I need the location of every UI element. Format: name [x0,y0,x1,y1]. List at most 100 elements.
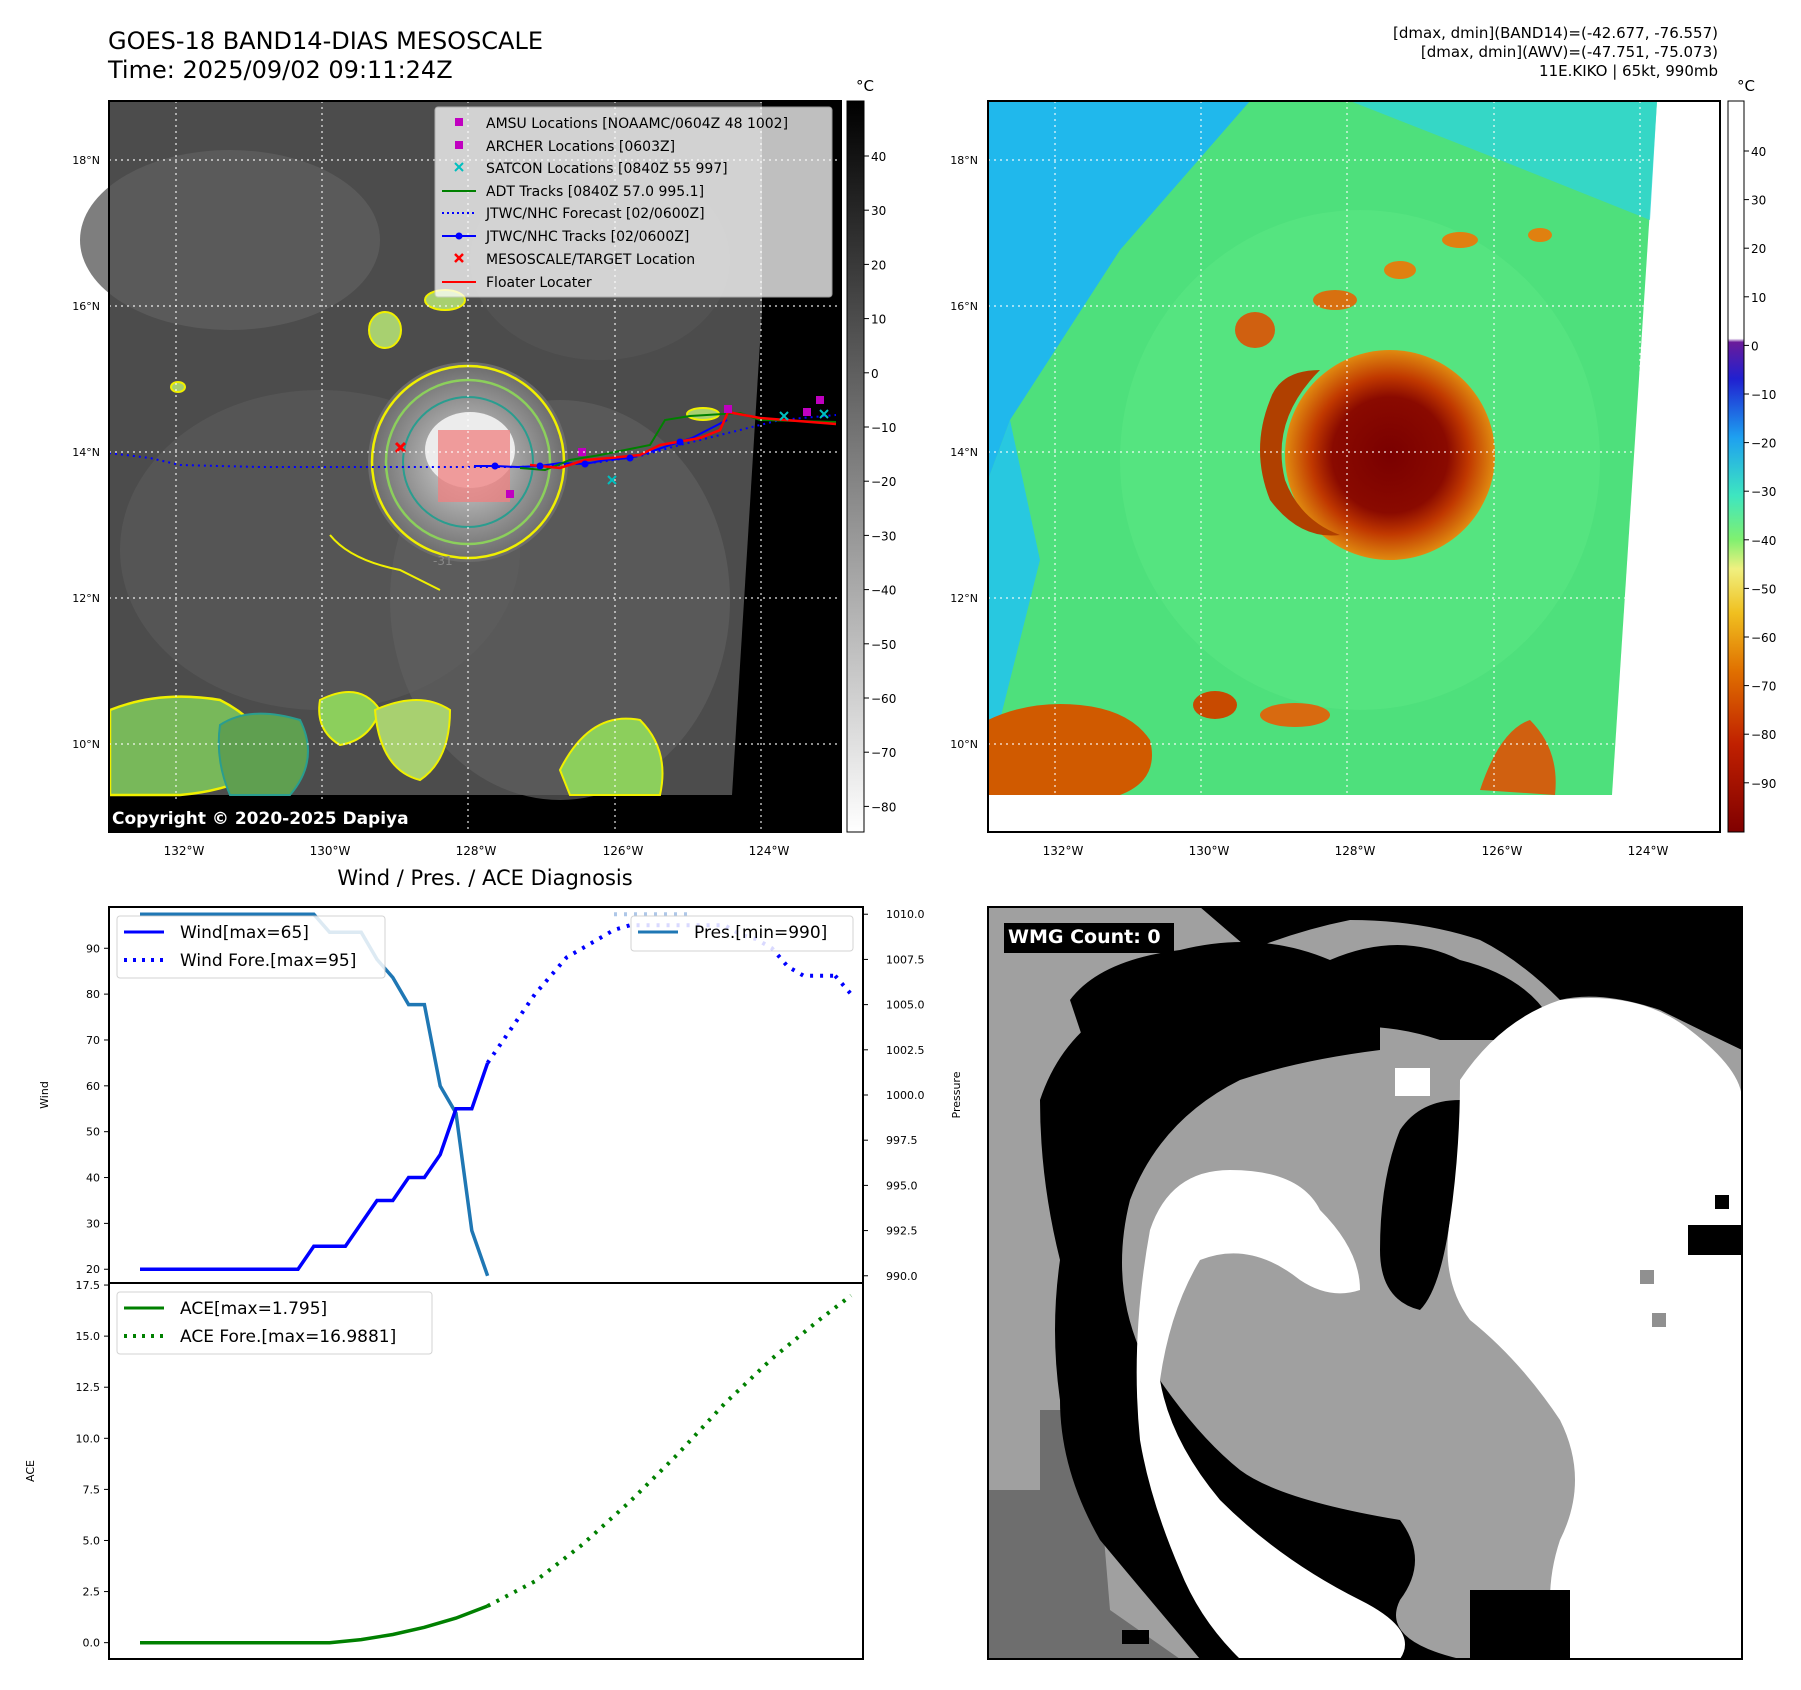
color-colorbar-gradient [1727,100,1745,833]
pressure-tick-label: 995.0 [886,1179,918,1192]
wmg-panel: WMG Count: 0 [987,906,1743,1660]
wmg-count-box [1004,923,1174,953]
legend-satcon: SATCON Locations [0840Z 55 997] [486,161,728,177]
ace-tick-label: 15.0 [76,1330,101,1343]
colorbar-tick-label: −40 [1751,534,1776,548]
map1-lat-labels: 18°N 16°N 14°N 12°N 10°N [72,154,100,751]
wmg-black-cell [1470,1590,1570,1659]
gray-colorbar: 40 30 20 10 0 −10 −20 −30 −40 −50 −60 −70 −80 [846,100,896,833]
satcon-markers [607,409,829,485]
wind-axis-label: Wind [38,1081,51,1109]
wind-tick-label: 40 [86,1172,100,1185]
convective-cell [1313,290,1357,310]
wmg-black-cell [1380,1100,1464,1310]
ace-tick-label: 17.5 [76,1279,101,1292]
ace-y-ticks: 0.0 2.5 5.0 7.5 10.0 12.5 15.0 17.5 [76,1279,109,1650]
lon-label: 132°W [164,844,205,858]
pressure-tick-label: 1002.5 [886,1044,925,1057]
gray-colorbar-ticks: 40 30 20 10 0 −10 −20 −30 −40 −50 −60 −70 −80 [864,150,896,814]
wind-forecast-line [833,974,853,996]
copyright-text: Copyright © 2020-2025 Dapiya [112,809,409,829]
convective-cell [1260,703,1330,727]
wind-legend-box [116,915,386,979]
legend-target: MESOSCALE/TARGET Location [486,252,695,268]
convective-cells [373,699,452,782]
pressure-tick-label: 997.5 [886,1134,918,1147]
wind-pressure-chart: 20 30 40 50 60 70 80 90 1010.0 1007.5 1005.0 1002.… [38,906,963,1284]
colorbar-tick-label: −80 [871,800,896,814]
map2-gridlines [988,101,1720,832]
wmg-white-region [1447,998,1742,1659]
legend-amsu: AMSU Locations [NOAAMC/0604Z 48 1002] [486,116,788,132]
ace-tick-label: 12.5 [76,1381,101,1394]
awv-dry-region [988,420,1040,730]
ace-series [140,1293,853,1645]
wmg-gray-cell [1640,1270,1654,1284]
figure-title: GOES-18 BAND14-DIAS MESOSCALE [108,27,544,55]
lat-label: 16°N [950,300,978,313]
ace-fore-legend-label: ACE Fore.[max=16.9881] [180,1327,396,1347]
wind-legend-label: Wind[max=65] [180,923,309,943]
storm-spiral-band [329,534,441,591]
lat-label: 14°N [950,446,978,459]
legend-forecast: JTWC/NHC Forecast [02/0600Z] [485,206,705,222]
colorbar-tick-label: −60 [1751,631,1776,645]
ir-map-panel: -31 [72,100,842,858]
colorbar-tick-label: 10 [1751,291,1766,305]
awv-dry-region [1350,101,1657,220]
jtwc-forecast-track [108,414,837,468]
colorbar-tick-label: −40 [871,584,896,598]
ace-tick-label: 0.0 [83,1637,101,1650]
ace-legend-box [116,1291,433,1355]
convective-cell [1528,228,1552,242]
pressure-tick-label: 1010.0 [886,908,925,921]
ace-chart: 0.0 2.5 5.0 7.5 10.0 12.5 15.0 17.5 ACE ACE[max… [24,1279,864,1660]
lon-label: 126°W [603,844,644,858]
southern-convection [988,704,1152,795]
wmg-frame [987,906,1743,1660]
colorbar-tick-label: 30 [871,204,886,218]
wmg-black-cell [1122,1630,1149,1644]
storm-core-cold [1285,350,1495,560]
pressure-tick-label: 1005.0 [886,999,925,1012]
colorbar-tick-label: −70 [1751,680,1776,694]
wmg-black-cell [1688,1225,1742,1255]
amsu-archer-markers [506,396,824,498]
wind-tick-label: 20 [86,1263,100,1276]
convective-cells [318,691,382,747]
convective-cell [1442,232,1478,248]
legend-floater: Floater Locater [486,275,592,291]
wmg-eyewall-black [1040,974,1460,1659]
colorbar-unit-right: °C [1737,77,1755,95]
map2-lon-labels: 132°W 130°W 128°W 126°W 124°W [1043,844,1669,858]
wmg-black-cell [1715,1195,1729,1209]
legend-archer: ARCHER Locations [0603Z] [486,139,675,155]
colorbar-tick-label: −70 [871,746,896,760]
ace-tick-label: 7.5 [83,1483,101,1496]
pressure-tick-label: 1000.0 [886,1089,925,1102]
ace-legend: ACE[max=1.795] ACE Fore.[max=16.9881] [116,1291,433,1355]
convective-cell [1480,720,1556,795]
lat-label: 10°N [72,738,100,751]
lat-label: 16°N [72,300,100,313]
map-legend-items: AMSU Locations [NOAAMC/0604Z 48 1002] AR… [442,116,788,291]
lon-label: 128°W [456,844,497,858]
lon-label: 130°W [1189,844,1230,858]
lat-label: 14°N [72,446,100,459]
colorbar-tick-label: 0 [871,367,879,381]
wind-series [140,912,853,1277]
pressure-line [140,912,490,1277]
colorbar-tick-label: 0 [1751,339,1759,353]
lon-label: 132°W [1043,844,1084,858]
pressure-axis-label: Pressure [950,1071,963,1118]
lat-label: 18°N [72,154,100,167]
storm-contour-green [384,378,552,546]
convective-cell [1384,261,1416,279]
colorbar-tick-label: −30 [1751,485,1776,499]
wind-tick-label: 70 [86,1034,100,1047]
pressure-tick-label: 1007.5 [886,953,925,966]
colorbar-tick-label: −10 [871,421,896,435]
convective-cells [558,717,664,796]
mesoscale-target-marker [394,441,407,454]
target-legend-marker [454,253,464,263]
